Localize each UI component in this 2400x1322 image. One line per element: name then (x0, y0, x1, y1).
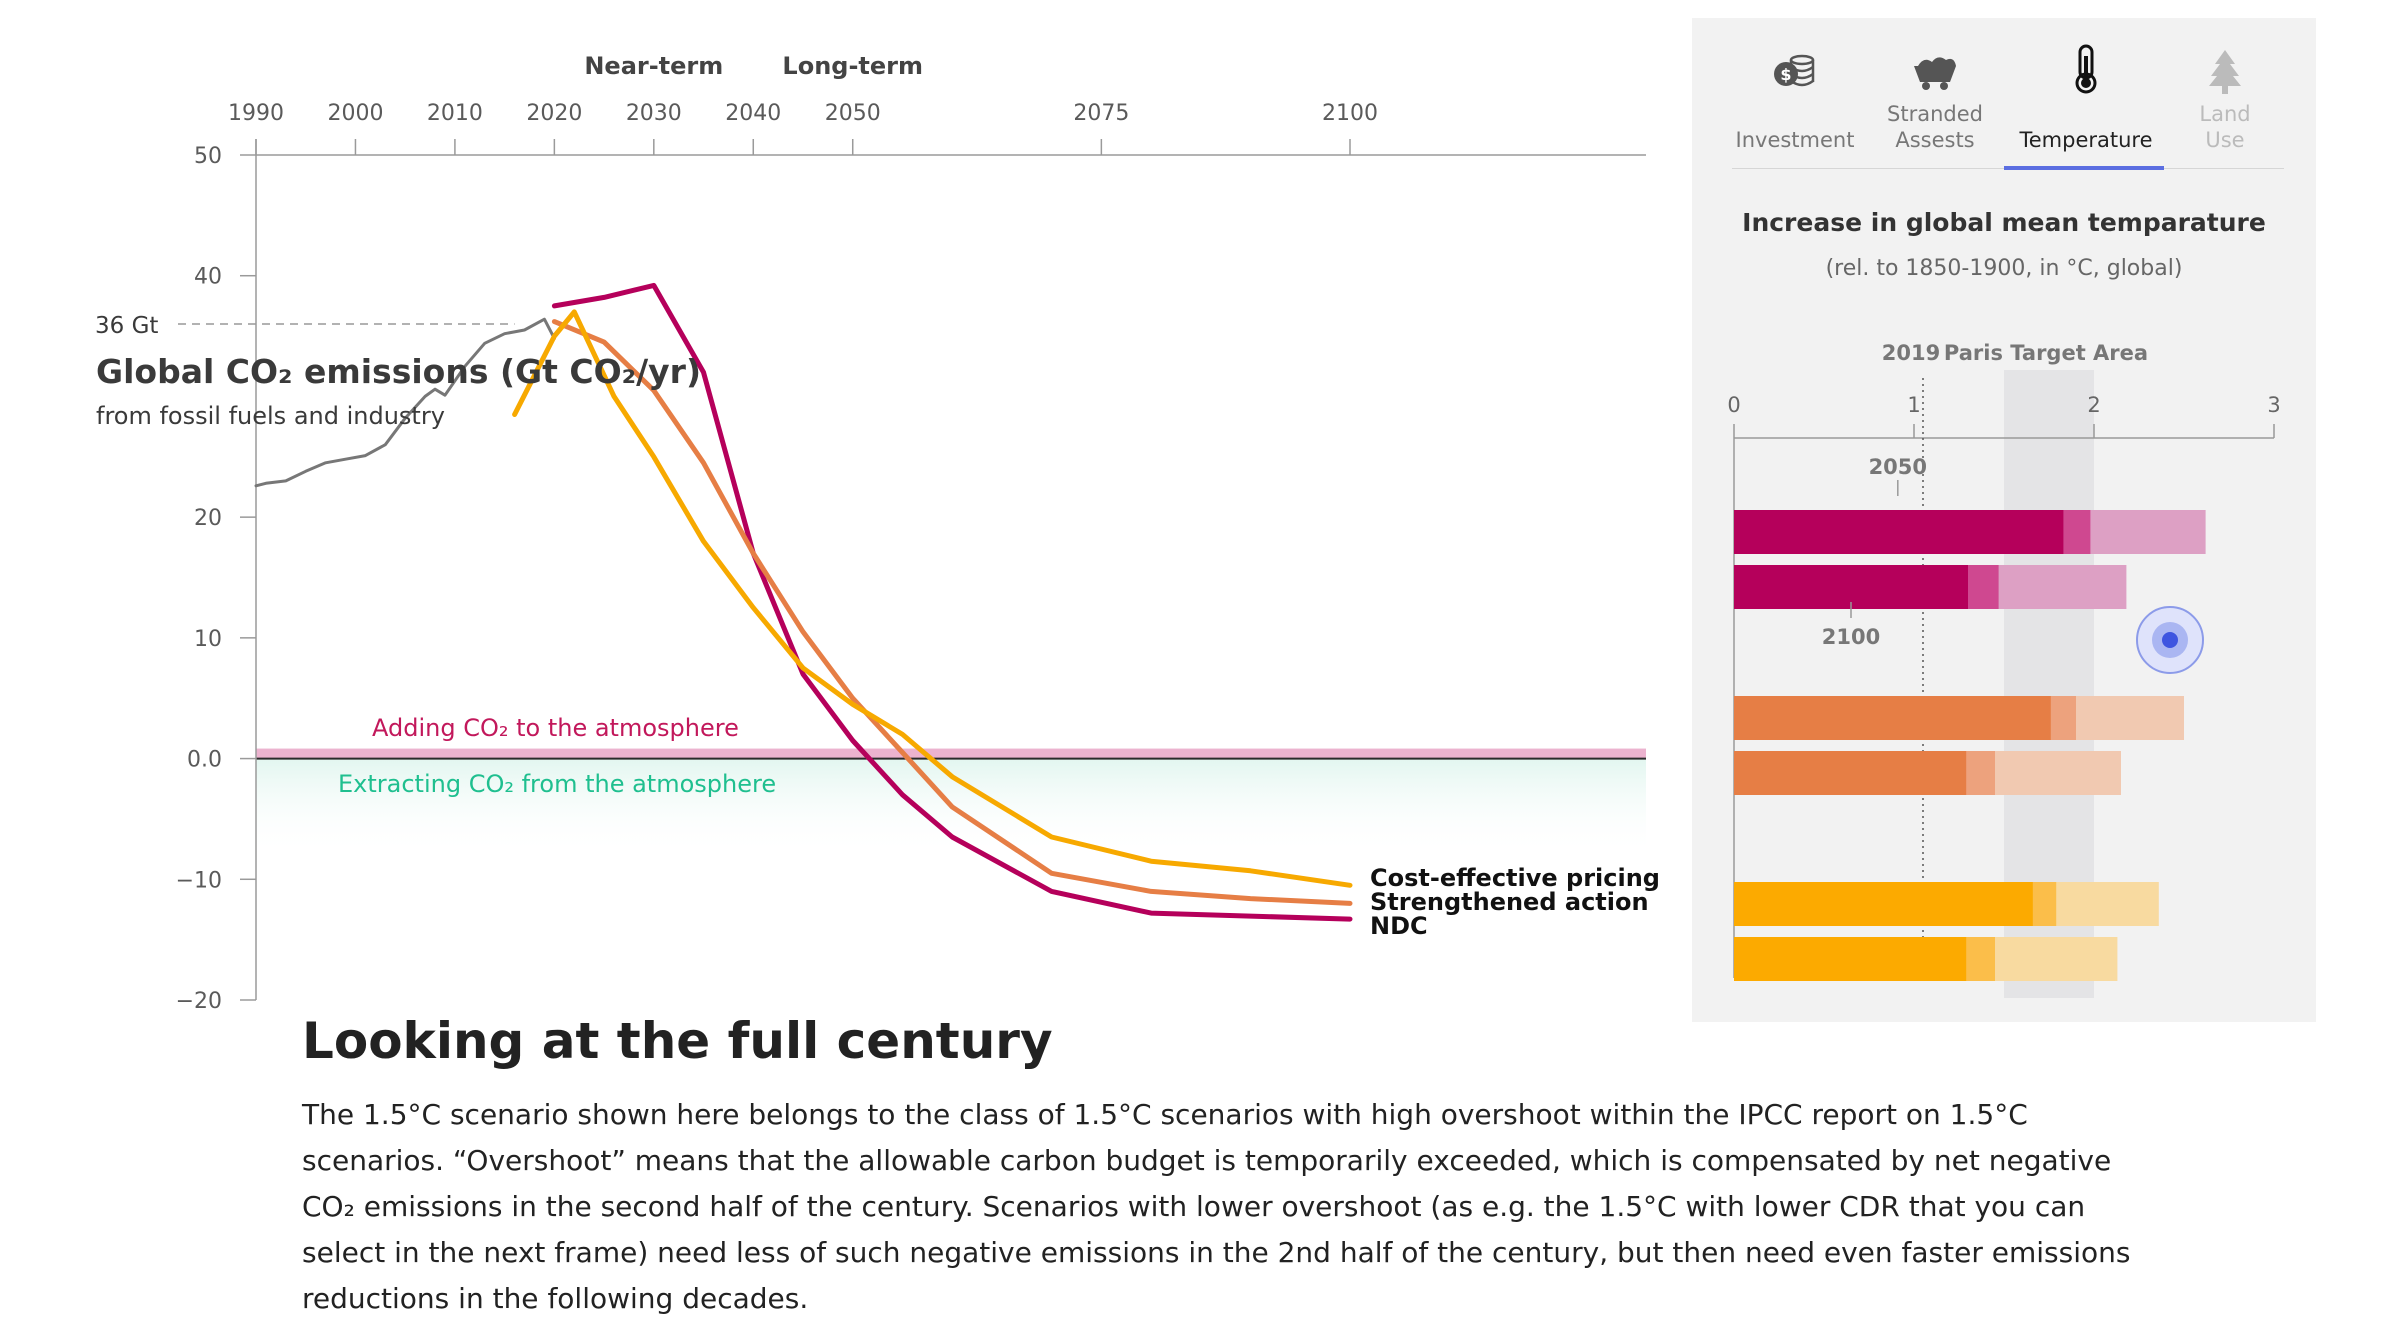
tab-temperature[interactable]: Temperature (2008, 44, 2164, 152)
x-tick-label: 2075 (1073, 101, 1129, 126)
series-line-cost-effective-pricing (512, 309, 1353, 888)
chart-subtitle: from fossil fuels and industry (96, 402, 445, 430)
row-label-2100: 2100 (1822, 625, 1880, 649)
phase-label: Near-term (584, 52, 723, 80)
adding-co2-label: Adding CO₂ to the atmosphere (372, 714, 739, 742)
row-label-2050: 2050 (1869, 455, 1927, 479)
tab-land-use[interactable]: Land Use (2180, 48, 2270, 152)
y-tick-label: −10 (176, 868, 222, 893)
tab-stranded-assets[interactable]: Stranded Assests (1870, 48, 2000, 152)
y-tick-label: −20 (176, 989, 222, 1010)
tab-stranded-label-1: Stranded (1887, 102, 1983, 126)
header-2019: 2019 (1882, 341, 1940, 365)
positive-emissions-band (256, 748, 1646, 759)
article-body: The 1.5°C scenario shown here belongs to… (302, 1098, 2131, 1315)
legend-cost-effective-pricing: Cost-effective pricing (1370, 864, 1660, 892)
legend-ndc: NDC (1370, 912, 1428, 940)
coins-icon: $ (1774, 54, 1815, 87)
x-tick-label: 2030 (626, 101, 682, 126)
x-tick-label: 2000 (327, 101, 383, 126)
article-heading: Looking at the full century (302, 1012, 1053, 1070)
x-tick-label: 2020 (526, 101, 582, 126)
scenario-indicator-panel: $ Investment Stranded Assests Temperatur… (1692, 18, 2316, 1022)
y-tick-label: 40 (194, 265, 222, 290)
series-line-ndc (551, 282, 1353, 922)
temperature-bars (1734, 510, 2206, 981)
y-tick-label: 10 (194, 627, 222, 652)
x-tick-label: 2040 (725, 101, 781, 126)
phase-labels: Near-term Long-term (584, 52, 923, 80)
temperature-chart: 2019 Paris Target Area 0 1 2 3 2050 2100 (1727, 341, 2281, 998)
tree-icon (2209, 50, 2241, 94)
bar-core-strengthened-action-2100 (1734, 751, 1967, 795)
y-tick-label: 0.0 (187, 748, 222, 773)
bar-core-cost-effective-pricing-2100 (1734, 937, 1967, 981)
radio-indicator[interactable] (2136, 606, 2204, 674)
row-labels: 2050 2100 (1822, 455, 1927, 649)
series-line-strengthened-action (551, 319, 1353, 906)
bar-core-cost-effective-pricing-2050 (1734, 882, 2033, 926)
tab-stranded-label-2: Assests (1895, 128, 1975, 152)
tab-land-use-label-2: Use (2205, 128, 2245, 152)
radio-dot (2162, 632, 2178, 648)
temp-tick-label: 0 (1727, 393, 1740, 417)
series-layer (254, 282, 1353, 922)
thermometer-icon (2075, 44, 2097, 94)
x-tick-label: 1990 (228, 101, 284, 126)
bar-core-strengthened-action-2050 (1734, 696, 2051, 740)
legend-strengthened-action: Strengthened action (1370, 888, 1649, 916)
emissions-chart: 1990 2000 2010 2020 2030 2040 2050 2075 2100 504… (176, 52, 1646, 1010)
header-paris-target: Paris Target Area (1944, 341, 2148, 365)
tab-temperature-label-2: Temperature (2019, 128, 2153, 152)
bar-core-ndc-2050 (1734, 510, 2064, 554)
x-axis: 1990 2000 2010 2020 2030 2040 2050 2075 2100 (228, 101, 1646, 156)
svg-text:$: $ (1780, 65, 1791, 84)
active-tab-indicator (2004, 166, 2164, 170)
x-tick-label: 2050 (825, 101, 881, 126)
tab-investment[interactable]: $ Investment (1730, 48, 1860, 152)
tab-investment-label-2: Investment (1735, 128, 1855, 152)
temperature-title: Increase in global mean temparature (1742, 208, 2266, 237)
temperature-subtitle: (rel. to 1850-1900, in °C, global) (1825, 256, 2183, 281)
y-axis: 50 40 20 10 0.0 −10 −20 (176, 139, 257, 1010)
reference-36gt-label: 36 Gt (95, 313, 159, 339)
temp-tick-label: 2 (2087, 393, 2100, 417)
temp-tick-label: 3 (2267, 393, 2280, 417)
temp-tick-label: 1 (1907, 393, 1920, 417)
y-tick-label: 20 (194, 506, 222, 531)
extracting-co2-label: Extracting CO₂ from the atmosphere (338, 770, 777, 798)
y-tick-label: 50 (194, 144, 222, 169)
phase-label: Long-term (782, 52, 923, 80)
bar-core-ndc-2100 (1734, 565, 1968, 609)
chart-title: Global CO₂ emissions (Gt CO₂/yr) (96, 352, 702, 391)
tab-land-use-label-1: Land (2199, 102, 2251, 126)
x-tick-label: 2010 (427, 101, 483, 126)
x-tick-label: 2100 (1322, 101, 1378, 126)
series-line-historical (254, 317, 556, 488)
mine-cart-icon (1914, 57, 1956, 90)
